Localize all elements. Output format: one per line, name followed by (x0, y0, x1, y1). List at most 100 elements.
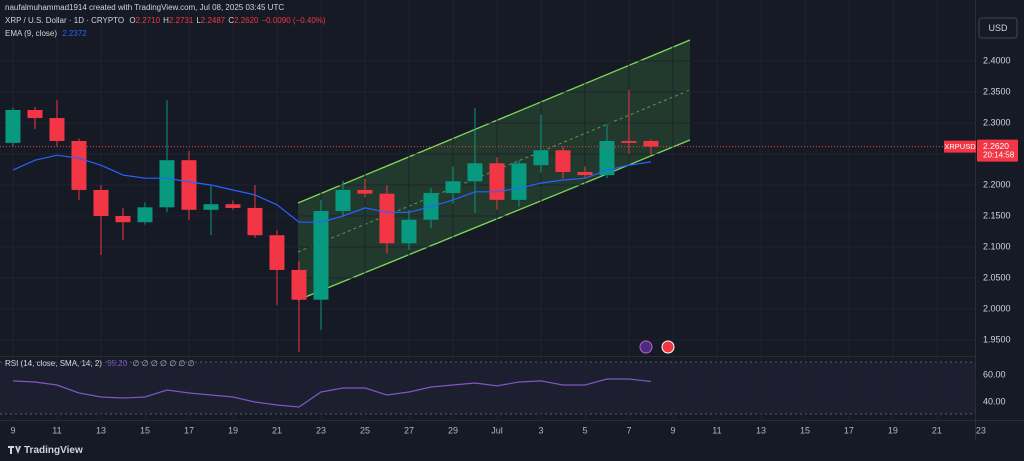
plot-layer (0, 0, 982, 420)
candle-body (313, 211, 329, 300)
brand: TradingView (24, 445, 83, 456)
candle-body (27, 109, 43, 119)
x-tick-label: Jul (491, 425, 503, 435)
ohlc-item: H2.2731 (163, 16, 193, 25)
candle-body (247, 207, 263, 236)
x-tick-label: 21 (272, 425, 282, 435)
series-line (12, 378, 652, 408)
y-tick-label: 2.4000 (983, 55, 1011, 65)
ema-name: EMA (9, close) (5, 29, 58, 38)
x-tick-label: 23 (316, 425, 326, 435)
y-tick-label: 2.0500 (983, 272, 1011, 282)
x-tick-label: 17 (184, 425, 194, 435)
currency-box[interactable] (978, 17, 1018, 39)
x-tick-label: 7 (626, 425, 631, 435)
x-tick-label: 13 (756, 425, 766, 435)
series-line (12, 154, 652, 223)
y-tick-label: 2.3500 (983, 86, 1011, 96)
x-tick-label: 29 (448, 425, 458, 435)
countdown: 20:14:58 (983, 151, 1015, 160)
ohlc-value: 2.2710 (135, 16, 161, 25)
candle-body (467, 163, 483, 182)
candle-body (401, 219, 417, 244)
ohlc-name: O (129, 16, 136, 25)
symbol-label: XRPUSD (944, 142, 976, 151)
ohlc-name: L (196, 16, 201, 25)
rsi-legend: RSI (14, close, SMA, 14, 2) 55.20 ∅ ∅ ∅ … (5, 359, 198, 368)
channel-upper (297, 39, 691, 204)
event-icon[interactable] (639, 340, 653, 354)
candle-body (93, 189, 109, 217)
ohlc-item: C2.2620 (228, 16, 258, 25)
ohlc-item: L2.2487 (196, 16, 225, 25)
ema-value: 2.2372 (62, 29, 87, 38)
candle-body (555, 150, 571, 172)
last-price-label: 2.2620 (983, 141, 1009, 151)
ohlc-item: O2.2710 (129, 16, 160, 25)
change: −0.0090 (−0.40%) (261, 16, 326, 25)
candle-body (159, 160, 175, 208)
attribution: naufalmuhammad1914 created with TradingV… (5, 3, 285, 12)
candle-body (533, 150, 549, 166)
candle-body (335, 189, 351, 212)
ohlc-name: H (163, 16, 169, 25)
x-tick-label: 11 (52, 425, 61, 435)
currency: USD (988, 23, 1008, 33)
price-axis (975, 0, 1024, 420)
candle-body (357, 189, 373, 194)
x-tick-label: 9 (670, 425, 675, 435)
rsi-pane (0, 357, 975, 420)
x-tick-label: 15 (800, 425, 810, 435)
candle-body (511, 163, 527, 200)
x-tick-label: 5 (582, 425, 587, 435)
y-tick-label: 2.1500 (983, 210, 1011, 220)
x-tick-label: 3 (538, 425, 543, 435)
y-tick-label: 40.00 (983, 396, 1006, 406)
candle-body (445, 181, 461, 194)
logo (8, 446, 21, 454)
x-tick-label: 9 (10, 425, 15, 435)
candle-body (621, 140, 637, 143)
x-tick-label: 25 (360, 425, 370, 435)
event-icon[interactable] (661, 340, 675, 354)
rsi-title: RSI (14, close, SMA, 14, 2) (5, 359, 102, 368)
symbol-title: XRP / U.S. Dollar · 1D · CRYPTO (5, 16, 125, 25)
price-tag (977, 139, 1018, 162)
symbol-tag (944, 140, 976, 153)
rsi-band (0, 362, 975, 414)
ema-legend: EMA (9, close) 2.2372 (5, 29, 90, 38)
x-tick-label: 27 (404, 425, 414, 435)
candle-body (115, 216, 131, 223)
y-tick-label: 2.1000 (983, 241, 1011, 251)
candle-body (269, 235, 285, 270)
x-tick-label: 19 (888, 425, 898, 435)
x-tick-label: 11 (712, 425, 721, 435)
candle-body (379, 193, 395, 244)
candle-body (49, 118, 65, 141)
ohlc-value: 2.2731 (168, 16, 194, 25)
rsi-value: 55.20 (107, 359, 128, 368)
candle-body (225, 204, 241, 208)
x-tick-label: 21 (932, 425, 942, 435)
y-tick-label: 2.3000 (983, 117, 1011, 127)
symbol-legend: XRP / U.S. Dollar · 1D · CRYPTO O2.2710 H… (5, 16, 329, 25)
candle-body (181, 160, 197, 210)
x-tick-label: 13 (96, 425, 106, 435)
y-tick-label: 2.0000 (983, 303, 1011, 313)
candle-body (71, 140, 87, 190)
candle-body (577, 171, 593, 176)
x-tick-label: 17 (844, 425, 854, 435)
candle-body (599, 140, 615, 176)
y-tick-label: 1.9500 (983, 334, 1011, 344)
candle-body (137, 207, 153, 223)
ohlc-value: 2.2620 (234, 16, 259, 25)
x-tick-label: 19 (228, 425, 238, 435)
rsi-na: ∅ ∅ ∅ ∅ ∅ ∅ ∅ (132, 359, 195, 368)
ohlc-name: C (228, 16, 235, 25)
ohlc-value: 2.2487 (200, 16, 226, 25)
candle-body (203, 204, 219, 210)
candle-body (489, 163, 505, 200)
x-tick-label: 15 (140, 425, 150, 435)
